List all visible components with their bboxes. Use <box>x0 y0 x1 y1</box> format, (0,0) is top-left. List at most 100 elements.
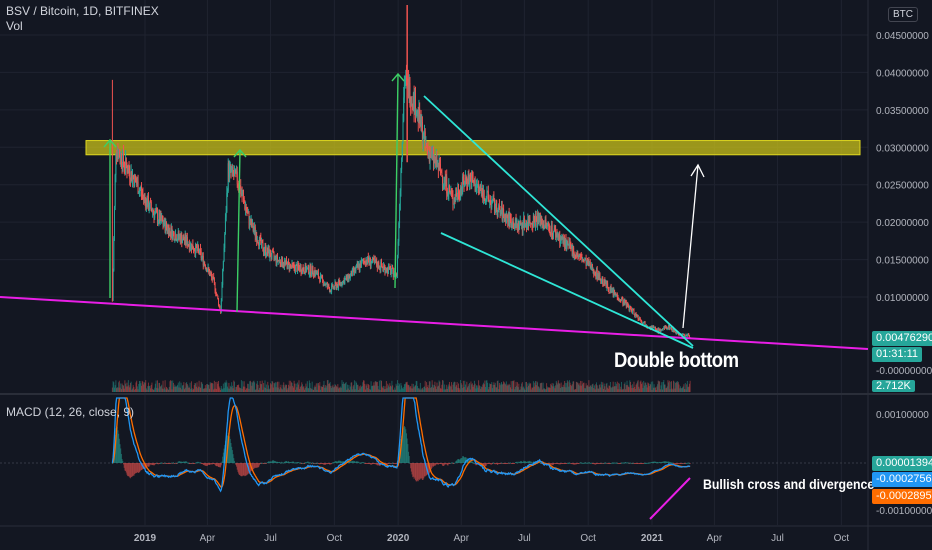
candle-body <box>306 267 308 269</box>
macd-label[interactable]: MACD (12, 26, close, 9) <box>6 405 135 419</box>
macd-histogram-bar <box>123 463 125 468</box>
volume-bar <box>419 389 421 392</box>
macd-histogram-bar <box>198 462 200 464</box>
volume-bar <box>408 385 410 392</box>
candle-body <box>634 313 636 316</box>
macd-histogram-bar <box>156 462 158 464</box>
candle-body <box>588 260 590 266</box>
macd-histogram-bar <box>445 463 447 464</box>
macd-histogram-bar <box>424 463 426 477</box>
candle-body <box>614 289 616 295</box>
volume-bar <box>538 386 540 392</box>
macd-histogram-bar <box>586 462 588 464</box>
macd-histogram-bar <box>119 444 121 463</box>
volume-bar <box>666 386 668 392</box>
candle-body <box>268 248 270 258</box>
candle-body <box>304 272 306 274</box>
candle-body <box>560 238 562 240</box>
volume-bar <box>400 382 402 392</box>
volume-bar <box>404 384 406 392</box>
candle-body <box>410 101 412 106</box>
volume-bar <box>362 380 364 392</box>
volume-bar <box>424 380 426 392</box>
macd-histogram-bar <box>305 462 307 464</box>
macd-histogram-bar <box>124 463 126 471</box>
volume-bar <box>263 383 265 392</box>
candle-body <box>653 327 655 329</box>
macd-histogram-bar <box>319 463 321 464</box>
candle-body <box>321 275 323 277</box>
symbol-title[interactable]: BSV / Bitcoin, 1D, BITFINEX <box>6 4 159 18</box>
volume-bar <box>212 383 214 392</box>
volume-bar <box>378 389 380 392</box>
candle-body <box>216 294 218 296</box>
candle-body <box>260 237 262 244</box>
candle-body <box>559 238 561 244</box>
volume-bar <box>392 385 394 392</box>
candle-body <box>313 270 315 276</box>
volume-bar <box>245 388 247 392</box>
candle-body <box>288 261 290 263</box>
candle-body <box>240 193 242 195</box>
macd-histogram-bar <box>559 463 561 465</box>
candle-body <box>586 260 588 265</box>
candle-body <box>168 228 170 236</box>
volume-bar <box>492 384 494 392</box>
candle-body <box>125 157 127 166</box>
macd-histogram-bar <box>281 462 283 464</box>
volume-bar <box>138 380 140 392</box>
volume-bar <box>686 384 688 392</box>
macd-histogram-bar <box>134 463 136 474</box>
macd-histogram-bar <box>473 462 475 464</box>
volume-bar <box>148 386 150 392</box>
candle-body <box>279 259 281 264</box>
volume-bar <box>657 380 659 392</box>
candle-body <box>399 190 401 210</box>
candle-body <box>564 239 566 248</box>
volume-label[interactable]: Vol <box>6 19 23 33</box>
candle-body <box>290 264 292 266</box>
macd-histogram-bar <box>205 463 207 466</box>
macd-histogram-bar <box>281 461 283 463</box>
candle-body <box>565 238 567 248</box>
candle-body <box>611 290 613 292</box>
volume-bar <box>389 383 391 392</box>
macd-histogram-bar <box>150 463 152 465</box>
volume-bar <box>403 387 405 392</box>
macd-histogram-bar <box>222 452 224 463</box>
candle-body <box>558 234 560 239</box>
candle-body <box>390 268 392 275</box>
macd-histogram-bar <box>494 463 496 465</box>
volume-bar <box>486 380 488 392</box>
candle-body <box>386 267 388 272</box>
candle-body <box>175 234 177 241</box>
macd-histogram-bar <box>210 463 212 465</box>
volume-bar <box>438 380 440 392</box>
volume-bar <box>444 384 446 392</box>
candle-body <box>335 283 337 289</box>
volume-bar <box>317 383 319 392</box>
candle-body <box>478 184 480 189</box>
macd-histogram-bar <box>267 462 269 464</box>
volume-bar <box>683 384 685 392</box>
macd-histogram-bar <box>586 462 588 464</box>
currency-button[interactable]: BTC <box>888 7 918 22</box>
candle-body <box>526 224 528 229</box>
volume-bar <box>514 389 516 392</box>
macd-histogram-bar <box>597 463 599 464</box>
macd-histogram-bar <box>321 463 323 464</box>
volume-bar <box>675 382 677 392</box>
volume-bar <box>519 389 521 392</box>
candle-body <box>183 236 185 241</box>
candle-body <box>324 283 326 286</box>
x-tick-label: Apr <box>453 533 469 544</box>
candle-body <box>466 179 468 184</box>
candle-body <box>271 250 273 258</box>
macd-histogram-bar <box>656 462 658 464</box>
volume-bar <box>543 388 545 392</box>
volume-bar <box>326 380 328 392</box>
volume-bar <box>196 382 198 392</box>
volume-bar <box>118 382 120 392</box>
volume-bar <box>534 382 536 392</box>
